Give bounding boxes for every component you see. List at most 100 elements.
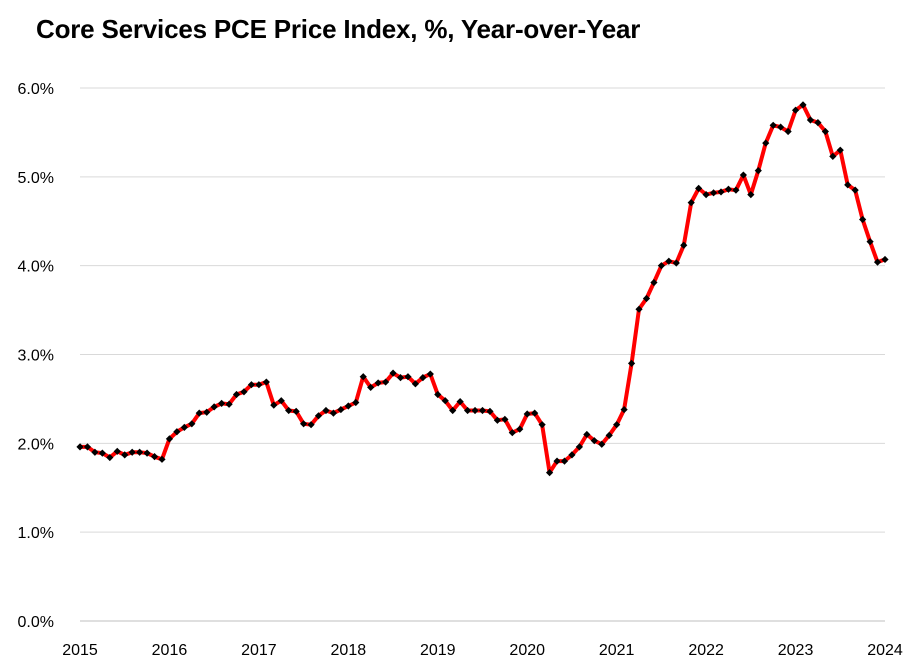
series-layer — [78, 102, 887, 475]
data-point — [337, 405, 345, 414]
data-point — [650, 278, 658, 287]
data-point — [195, 409, 203, 417]
data-point — [456, 397, 464, 406]
data-point — [724, 185, 733, 193]
data-point — [441, 397, 449, 405]
data-point — [806, 116, 815, 124]
data-point — [247, 381, 256, 389]
data-point — [583, 430, 591, 439]
data-point — [836, 146, 844, 154]
x-tick-label: 2023 — [778, 642, 814, 659]
x-tick-label: 2022 — [688, 642, 724, 659]
data-point — [426, 370, 434, 378]
data-point — [91, 448, 99, 456]
data-point — [314, 412, 323, 420]
data-point — [329, 409, 338, 417]
data-point — [508, 429, 516, 437]
data-point — [717, 188, 725, 196]
data-point — [873, 258, 882, 266]
data-point — [851, 186, 859, 194]
data-point — [538, 421, 546, 429]
x-tick-label: 2015 — [62, 642, 98, 659]
data-point — [501, 415, 509, 423]
marker-layer — [76, 101, 889, 477]
data-point — [128, 448, 136, 456]
data-point — [747, 191, 755, 199]
data-point — [471, 406, 479, 415]
data-point — [352, 398, 360, 407]
data-point — [560, 457, 569, 465]
data-point — [270, 401, 278, 409]
data-point — [493, 416, 502, 424]
data-point — [98, 449, 106, 457]
data-point — [486, 407, 494, 415]
data-point — [531, 409, 539, 417]
data-point — [814, 119, 822, 127]
data-point — [605, 431, 613, 439]
data-point — [180, 423, 188, 431]
data-point — [784, 127, 792, 136]
data-point — [791, 106, 800, 114]
x-tick-label: 2016 — [152, 642, 188, 659]
data-point — [829, 152, 837, 161]
x-tick-label: 2017 — [241, 642, 277, 659]
gridlines — [80, 87, 885, 622]
data-point — [881, 255, 889, 264]
data-point — [657, 262, 665, 270]
data-point — [240, 388, 248, 396]
x-tick-label: 2024 — [867, 642, 903, 659]
data-point — [218, 399, 226, 407]
data-point — [367, 383, 375, 391]
y-tick-label: 4.0% — [18, 259, 54, 276]
data-point — [627, 359, 636, 367]
data-point — [411, 380, 420, 388]
x-tick-label: 2018 — [331, 642, 367, 659]
data-point — [76, 443, 84, 451]
data-point — [262, 378, 270, 386]
data-point — [754, 167, 762, 175]
data-point — [769, 121, 777, 129]
data-point — [680, 241, 688, 249]
data-point — [113, 447, 121, 455]
data-point — [143, 449, 151, 457]
data-point — [463, 406, 472, 415]
data-point — [106, 453, 114, 462]
data-point — [165, 435, 174, 443]
data-point — [799, 101, 807, 109]
data-point — [695, 184, 703, 192]
data-point — [382, 378, 390, 386]
data-point — [516, 425, 524, 433]
data-point — [173, 428, 181, 436]
data-point — [553, 457, 561, 465]
y-tick-label: 2.0% — [18, 436, 54, 453]
data-point — [210, 403, 218, 411]
data-point — [687, 198, 695, 207]
data-point — [665, 257, 673, 265]
data-point — [732, 186, 740, 194]
data-point — [277, 397, 285, 405]
data-point — [389, 369, 397, 377]
data-point — [762, 139, 770, 147]
data-point — [225, 400, 233, 408]
data-point — [300, 420, 308, 428]
data-point — [777, 123, 785, 131]
data-point — [702, 191, 710, 199]
data-point — [635, 305, 643, 313]
data-point — [188, 420, 196, 428]
series-line — [78, 102, 887, 475]
y-axis-tick-labels: 0.0% 1.0% 2.0% 3.0% 4.0% 5.0% 6.0% — [18, 81, 54, 631]
data-point — [292, 407, 300, 415]
data-point — [859, 215, 867, 224]
data-point — [821, 127, 829, 136]
data-point — [434, 390, 442, 399]
data-point — [478, 406, 487, 415]
data-point — [374, 379, 382, 387]
data-point — [136, 448, 144, 456]
x-axis-tick-labels: 2015 2016 2017 2018 2019 2020 2021 2022 2023 2024 — [62, 642, 903, 659]
data-point — [613, 421, 621, 429]
data-point — [322, 406, 330, 415]
data-point — [523, 410, 531, 418]
data-point — [575, 443, 583, 451]
y-tick-label: 0.0% — [18, 614, 54, 631]
data-point — [83, 443, 92, 451]
